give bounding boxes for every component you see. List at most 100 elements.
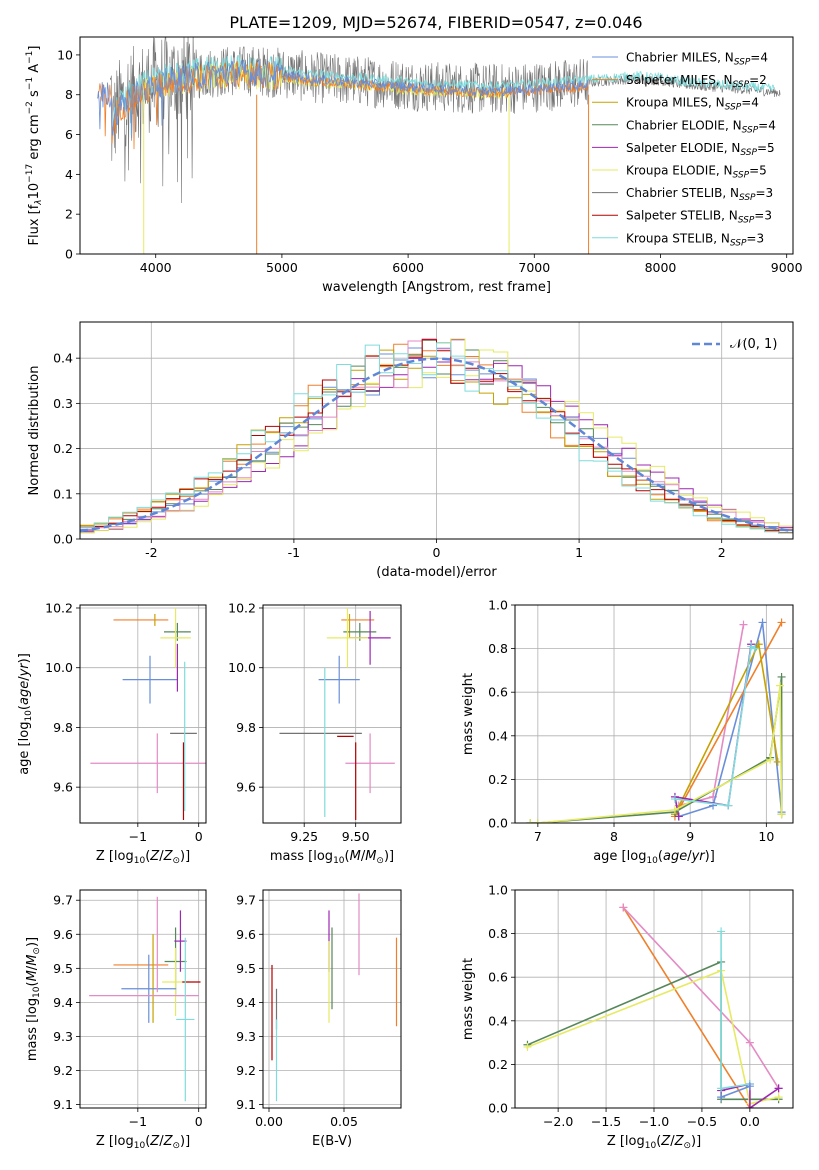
y-tick-label: 0.4 bbox=[53, 351, 73, 366]
y-tick-label: 0.3 bbox=[53, 396, 73, 411]
y-tick-label: 9.1 bbox=[53, 1097, 73, 1112]
age_vs_mass-frame bbox=[262, 604, 402, 824]
spectrum-lines bbox=[97, 37, 781, 254]
x-tick-label: 9 bbox=[686, 829, 694, 844]
x-tick-label: 5000 bbox=[266, 260, 298, 275]
y-tick-label: 1.0 bbox=[488, 883, 508, 898]
y-tick-label: 0.4 bbox=[488, 728, 508, 743]
y-tick-label: 0 bbox=[65, 247, 73, 262]
mass_vs_ebv-frame bbox=[262, 889, 402, 1109]
x-tick-label: −1 bbox=[129, 1114, 147, 1129]
y-tick-label: 9.6 bbox=[53, 927, 73, 942]
series-marker bbox=[754, 640, 763, 649]
y-tick-label: 9.2 bbox=[53, 1063, 73, 1078]
y-axis-label: mass weight bbox=[461, 958, 476, 1040]
age_vs_mass-axes: 9.25 9.50 9.6 9.8 10.0 10.2 mass [log10(M/M⊙)] bbox=[228, 600, 401, 866]
y-tick-label: 6 bbox=[65, 127, 73, 142]
series-marker bbox=[766, 755, 775, 764]
y-tick-label: 9.7 bbox=[236, 893, 256, 908]
series-marker bbox=[777, 618, 786, 627]
series-line bbox=[622, 906, 780, 1089]
series-marker bbox=[717, 1093, 726, 1102]
y-axis-label: mass weight bbox=[461, 673, 476, 755]
y-tick-label: 9.6 bbox=[236, 927, 256, 942]
x-tick-label: 0.05 bbox=[330, 1114, 358, 1129]
series-marker bbox=[774, 1093, 783, 1102]
legend-label: Kroupa STELIB, NSSP=3 bbox=[626, 231, 764, 248]
x-tick-label: 7000 bbox=[518, 260, 550, 275]
age_vs_Z-axes: −1 0 9.6 9.8 10.0 10.2 Z [log10(Z/Z⊙)] age [log… bbox=[17, 600, 206, 866]
x-tick-label: 7 bbox=[534, 829, 542, 844]
y-tick-label: 10.0 bbox=[45, 660, 73, 675]
x-axis-label: Z [log10(Z/Z⊙)] bbox=[607, 1134, 701, 1151]
mass_vs_ebv-points bbox=[271, 893, 398, 1102]
y-tick-label: 9.3 bbox=[53, 1029, 73, 1044]
series-marker bbox=[777, 810, 786, 819]
series-marker bbox=[745, 1038, 754, 1047]
y-tick-label: 0.4 bbox=[488, 1013, 508, 1028]
model-spectrum-line bbox=[111, 54, 775, 136]
mass_vs_ebv-axes: 0.00 0.05 9.1 9.2 9.3 9.4 9.5 9.6 9.7 E(B-V) bbox=[236, 890, 401, 1149]
mass_vs_Z-points bbox=[89, 896, 201, 1102]
legend-label: Kroupa ELODIE, NSSP=5 bbox=[626, 164, 767, 181]
age_vs_Z-frame bbox=[79, 604, 207, 824]
x-tick-label: 8 bbox=[610, 829, 618, 844]
x-tick-label: 0.00 bbox=[255, 1114, 283, 1129]
y-tick-label: 0.2 bbox=[488, 772, 508, 787]
series-marker bbox=[526, 819, 535, 823]
x-tick-label: 2 bbox=[718, 545, 726, 560]
x-tick-label: 8000 bbox=[645, 260, 677, 275]
mass_weight_vs_Z-frame bbox=[514, 889, 794, 1109]
mass_vs_Z-frame bbox=[79, 889, 207, 1109]
x-tick-label: 0 bbox=[195, 1114, 203, 1129]
mass_weight_vs_Z-axes: −2.0 −1.5 −1.0 −0.5 0.0 0.0 0.2 0.4 0.6 0.8 1.0 Z [… bbox=[461, 883, 793, 1151]
mass_weight_vs_age-axes: 7 8 9 10 0.0 0.2 0.4 0.6 0.8 1.0 age [log10(age/yr… bbox=[461, 598, 793, 866]
x-axis-label: Z [log10(Z/Z⊙)] bbox=[96, 1134, 190, 1151]
y-tick-label: 2 bbox=[65, 207, 73, 222]
model-spectrum-line bbox=[97, 59, 589, 139]
x-tick-label: 9000 bbox=[771, 260, 803, 275]
x-tick-label: -1 bbox=[288, 545, 300, 560]
series-marker bbox=[619, 903, 628, 912]
legend-label: Salpeter ELODIE, NSSP=5 bbox=[626, 141, 775, 158]
x-tick-label: 0.0 bbox=[740, 1114, 760, 1129]
spectrum-legend: Chabrier MILES, NSSP=4 Salpeter MILES, NS… bbox=[592, 51, 776, 248]
series-marker bbox=[717, 1084, 726, 1093]
x-axis-label: (data-model)/error bbox=[376, 565, 497, 580]
spectrum-axes: 4000 5000 6000 7000 8000 9000 0 2 4 6 8 10 wavelengt… bbox=[25, 46, 803, 296]
x-tick-label: -2 bbox=[145, 545, 157, 560]
mass_weight_vs_age-frame bbox=[514, 604, 794, 824]
series-marker bbox=[774, 1084, 783, 1093]
mass_weight_vs_Z-series bbox=[523, 903, 783, 1108]
mass_vs_Z-axes: −1 0 9.1 9.2 9.3 9.4 9.5 9.6 9.7 Z [log10(Z/Z⊙)] m… bbox=[25, 890, 206, 1151]
series-line bbox=[530, 685, 783, 823]
series-marker bbox=[670, 805, 679, 814]
series-marker bbox=[523, 1042, 532, 1051]
x-tick-label: 0 bbox=[195, 829, 203, 844]
series-marker bbox=[777, 672, 786, 681]
x-axis-label: mass [log10(M/M⊙)] bbox=[270, 849, 394, 866]
legend-label: Chabrier MILES, NSSP=4 bbox=[626, 51, 768, 68]
series-line bbox=[720, 931, 751, 1090]
y-tick-label: 0.8 bbox=[488, 641, 508, 656]
y-axis-label: Flux [fλ10−17 erg cm−2 s−1 A−1] bbox=[25, 46, 44, 246]
series-marker bbox=[674, 812, 683, 821]
mass_weight_vs_age-series bbox=[526, 618, 786, 823]
x-tick-label: −1.5 bbox=[591, 1114, 621, 1129]
y-tick-label: 9.4 bbox=[236, 995, 256, 1010]
x-tick-label: −1.0 bbox=[639, 1114, 669, 1129]
x-tick-label: 9.25 bbox=[290, 829, 318, 844]
x-axis-label: Z [log10(Z/Z⊙)] bbox=[96, 849, 190, 866]
model-spectrum-line bbox=[97, 60, 589, 150]
y-tick-label: 9.8 bbox=[236, 720, 256, 735]
series-line bbox=[720, 1082, 780, 1108]
y-tick-label: 9.3 bbox=[236, 1029, 256, 1044]
y-tick-label: 1.0 bbox=[488, 598, 508, 613]
y-tick-label: 0.0 bbox=[488, 816, 508, 831]
figure-title: PLATE=1209, MJD=52674, FIBERID=0547, z=0… bbox=[229, 13, 642, 32]
histogram-legend: 𝒩(0, 1) bbox=[692, 337, 777, 352]
legend-label: Chabrier ELODIE, NSSP=4 bbox=[626, 118, 776, 135]
x-tick-label: −2.0 bbox=[543, 1114, 573, 1129]
x-axis-label: E(B-V) bbox=[312, 1134, 352, 1149]
